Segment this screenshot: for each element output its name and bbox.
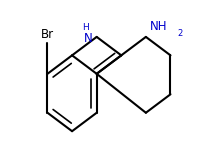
- Text: N: N: [84, 32, 93, 45]
- Text: NH: NH: [149, 20, 167, 33]
- Text: H: H: [82, 23, 89, 32]
- Text: Br: Br: [41, 28, 54, 41]
- Text: 2: 2: [177, 29, 182, 38]
